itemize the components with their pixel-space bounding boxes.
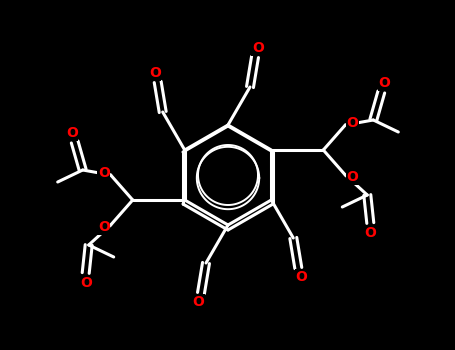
- Text: O: O: [98, 220, 110, 234]
- Text: O: O: [98, 166, 110, 180]
- Text: O: O: [346, 170, 358, 184]
- Text: O: O: [192, 295, 204, 309]
- Text: O: O: [295, 270, 307, 284]
- Text: O: O: [149, 66, 161, 80]
- Text: O: O: [80, 276, 91, 290]
- Text: O: O: [379, 76, 390, 90]
- Text: O: O: [252, 41, 264, 55]
- Text: O: O: [346, 116, 358, 130]
- Text: O: O: [364, 226, 376, 240]
- Text: O: O: [66, 126, 78, 140]
